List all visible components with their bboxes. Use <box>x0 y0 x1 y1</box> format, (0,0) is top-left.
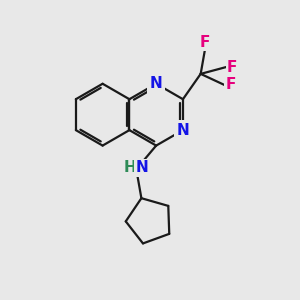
Text: H: H <box>123 160 136 175</box>
Text: N: N <box>177 123 189 138</box>
Text: F: F <box>200 34 210 50</box>
Text: N: N <box>135 160 148 175</box>
Text: F: F <box>227 60 237 75</box>
Text: N: N <box>150 76 163 91</box>
Text: F: F <box>225 77 236 92</box>
